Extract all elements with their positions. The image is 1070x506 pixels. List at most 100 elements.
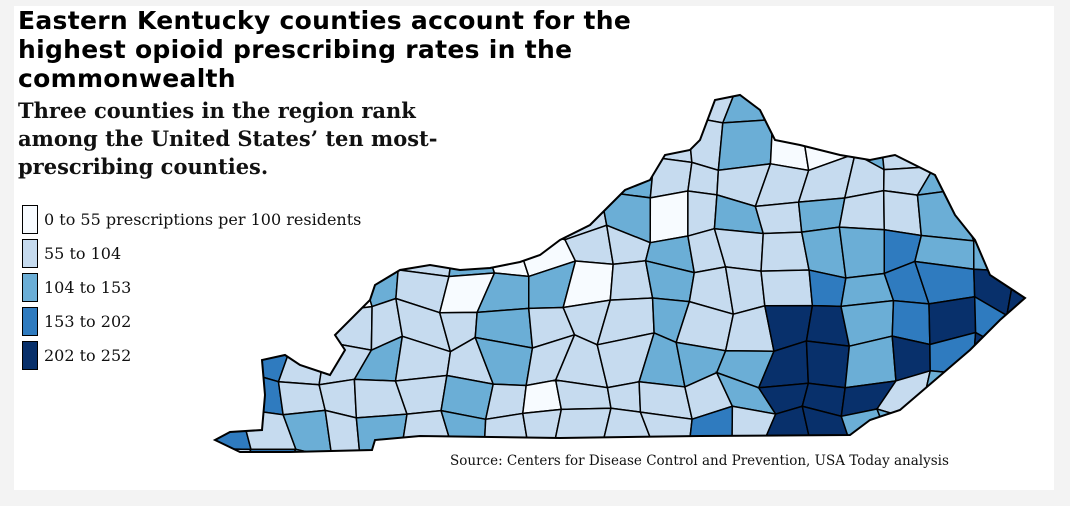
county (1043, 189, 1070, 244)
county (994, 403, 1025, 452)
county (1009, 95, 1025, 131)
county (960, 95, 1014, 131)
county (971, 331, 1018, 376)
title: Eastern Kentucky counties account for th… (18, 6, 632, 93)
county (962, 403, 1012, 452)
county (964, 118, 1014, 162)
county (649, 190, 689, 244)
state-outline (212, 93, 1027, 453)
county (483, 412, 531, 452)
county (239, 374, 285, 416)
legend-item: 0 to 55 prescriptions per 100 residents (22, 202, 361, 236)
county (639, 411, 693, 452)
county (215, 448, 253, 452)
county (1045, 121, 1070, 167)
county (882, 189, 923, 237)
county (771, 95, 805, 126)
legend-swatch (22, 306, 38, 336)
county (330, 457, 372, 491)
county (1043, 228, 1070, 263)
county (554, 153, 604, 193)
legend-swatch (22, 272, 38, 302)
source: Source: Centers for Disease Control and … (450, 453, 949, 469)
county (215, 407, 252, 451)
county (593, 123, 656, 159)
county (995, 370, 1025, 424)
county (1034, 415, 1070, 459)
county (525, 154, 568, 200)
county (754, 201, 803, 235)
county (1011, 240, 1025, 273)
county (277, 380, 327, 416)
legend-item: 104 to 153 (22, 270, 361, 304)
legend-label: 104 to 153 (44, 277, 132, 297)
county (282, 409, 333, 452)
county (953, 159, 1007, 191)
county (996, 187, 1025, 245)
legend-item: 153 to 202 (22, 304, 361, 338)
county (448, 193, 485, 243)
county (646, 115, 693, 164)
county (997, 344, 1025, 387)
county (277, 448, 333, 452)
county (995, 153, 1025, 190)
legend-label: 153 to 202 (44, 311, 132, 331)
county (927, 95, 971, 129)
legend-label: 0 to 55 prescriptions per 100 residents (44, 209, 362, 229)
county (553, 407, 612, 450)
legend: 0 to 55 prescriptions per 100 residents 5… (22, 202, 361, 372)
county (842, 95, 885, 135)
county (512, 189, 566, 241)
county (878, 120, 937, 171)
county (521, 408, 563, 452)
county (972, 240, 1016, 273)
county (524, 123, 568, 165)
county (917, 420, 972, 452)
county (324, 409, 361, 452)
county (355, 227, 401, 271)
legend-item: 202 to 252 (22, 338, 361, 372)
county (398, 441, 452, 452)
county (717, 118, 774, 172)
county (998, 456, 1049, 491)
county (1034, 375, 1070, 423)
county (215, 371, 257, 415)
county (838, 226, 886, 279)
county (1045, 154, 1070, 201)
legend-swatch (22, 340, 38, 370)
county (760, 231, 810, 272)
county (564, 123, 604, 157)
county (606, 380, 642, 413)
county (521, 379, 563, 415)
county (760, 269, 814, 307)
county (969, 370, 1018, 425)
county (1048, 458, 1070, 490)
county (962, 439, 1012, 452)
county (1039, 349, 1070, 386)
legend-item: 55 to 104 (22, 236, 361, 270)
county (640, 442, 693, 452)
county (475, 194, 534, 242)
county (805, 340, 851, 389)
legend-label: 202 to 252 (44, 345, 132, 365)
legend-swatch (22, 204, 38, 234)
county (599, 153, 655, 199)
county (1049, 303, 1070, 349)
county (878, 95, 937, 129)
county (1046, 83, 1070, 122)
subtitle: Three counties in the region rank among … (18, 98, 438, 179)
county (1048, 262, 1070, 313)
county (800, 95, 856, 135)
county (355, 190, 416, 244)
county (721, 95, 774, 124)
county (360, 457, 416, 491)
county (933, 118, 971, 168)
legend-swatch (22, 238, 38, 268)
legend-label: 55 to 104 (44, 243, 122, 263)
county (398, 199, 457, 231)
county (484, 129, 528, 165)
county (232, 448, 298, 452)
county (1004, 120, 1025, 162)
